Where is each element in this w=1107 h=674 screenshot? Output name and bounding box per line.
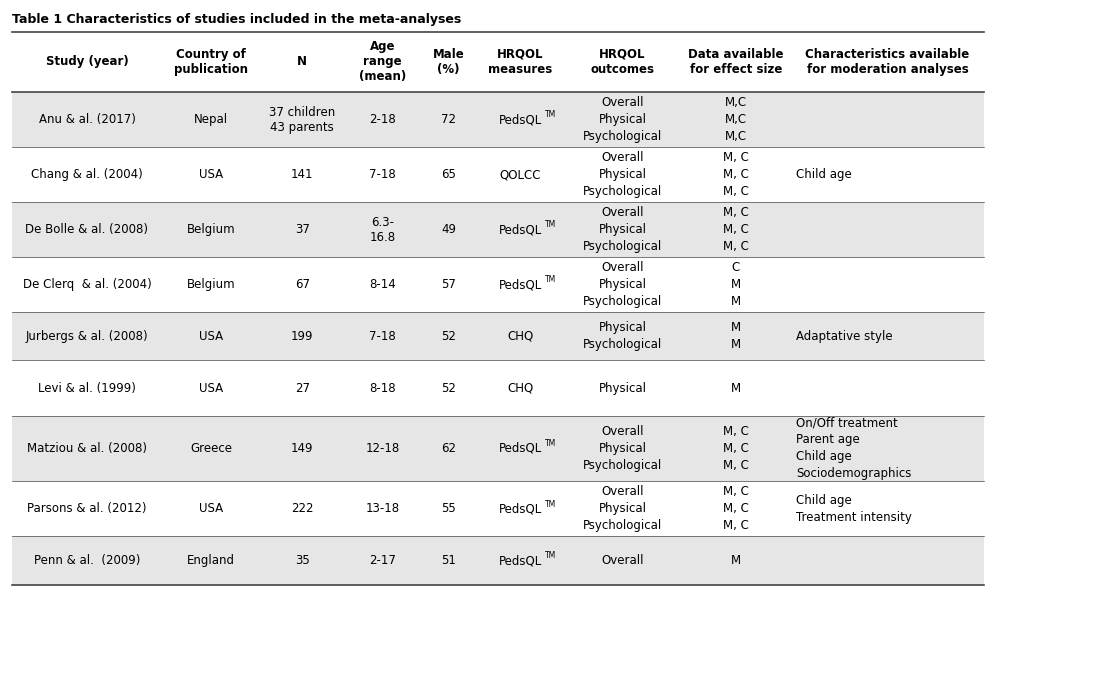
Text: 8-18: 8-18 xyxy=(369,381,395,394)
Text: Jurbergs & al. (2008): Jurbergs & al. (2008) xyxy=(25,330,148,343)
Text: 55: 55 xyxy=(442,502,456,516)
Text: 7-18: 7-18 xyxy=(369,330,395,343)
Text: 199: 199 xyxy=(291,330,313,343)
Text: Chang & al. (2004): Chang & al. (2004) xyxy=(31,168,143,181)
Text: 8-14: 8-14 xyxy=(369,278,395,291)
Text: Matziou & al. (2008): Matziou & al. (2008) xyxy=(27,442,147,455)
Text: CHQ: CHQ xyxy=(507,330,534,343)
Text: TM: TM xyxy=(545,551,556,560)
Text: Age
range
(mean): Age range (mean) xyxy=(359,40,406,84)
Text: Overall
Physical
Psychological: Overall Physical Psychological xyxy=(583,96,662,143)
Text: 67: 67 xyxy=(294,278,310,291)
Text: USA: USA xyxy=(199,330,224,343)
Bar xyxy=(12,537,984,584)
Text: TM: TM xyxy=(545,439,556,448)
Text: 149: 149 xyxy=(291,442,313,455)
Bar xyxy=(12,312,984,361)
Text: HRQOL
measures: HRQOL measures xyxy=(488,48,552,75)
Text: 37: 37 xyxy=(294,223,310,236)
Text: De Clerq  & al. (2004): De Clerq & al. (2004) xyxy=(22,278,152,291)
Text: Overall
Physical
Psychological: Overall Physical Psychological xyxy=(583,425,662,472)
Text: Greece: Greece xyxy=(190,442,232,455)
Text: 51: 51 xyxy=(442,554,456,567)
Text: Study (year): Study (year) xyxy=(45,55,128,68)
Text: 2-18: 2-18 xyxy=(369,113,395,126)
Text: 62: 62 xyxy=(441,442,456,455)
Text: 57: 57 xyxy=(442,278,456,291)
Text: PedsQL: PedsQL xyxy=(499,278,542,291)
Text: PedsQL: PedsQL xyxy=(499,554,542,567)
Text: M,C
M,C
M,C: M,C M,C M,C xyxy=(725,96,747,143)
Text: HRQOL
outcomes: HRQOL outcomes xyxy=(590,48,654,75)
Text: 37 children
43 parents: 37 children 43 parents xyxy=(269,106,335,133)
Text: PedsQL: PedsQL xyxy=(499,442,542,455)
Text: Physical
Psychological: Physical Psychological xyxy=(583,321,662,351)
Text: Table 1 Characteristics of studies included in the meta-analyses: Table 1 Characteristics of studies inclu… xyxy=(12,13,462,26)
Text: CHQ: CHQ xyxy=(507,381,534,394)
Text: Overall
Physical
Psychological: Overall Physical Psychological xyxy=(583,206,662,253)
Text: Characteristics available
for moderation analyses: Characteristics available for moderation… xyxy=(806,48,970,75)
Text: Overall
Physical
Psychological: Overall Physical Psychological xyxy=(583,151,662,198)
Text: USA: USA xyxy=(199,168,224,181)
Text: M: M xyxy=(731,554,741,567)
Text: Anu & al. (2017): Anu & al. (2017) xyxy=(39,113,135,126)
Text: PedsQL: PedsQL xyxy=(499,502,542,516)
Text: 72: 72 xyxy=(441,113,456,126)
Bar xyxy=(12,92,984,147)
Text: 52: 52 xyxy=(442,330,456,343)
Text: M, C
M, C
M, C: M, C M, C M, C xyxy=(723,485,748,532)
Text: TM: TM xyxy=(545,276,556,284)
Bar xyxy=(12,202,984,257)
Text: M: M xyxy=(731,381,741,394)
Text: USA: USA xyxy=(199,502,224,516)
Text: 6.3-
16.8: 6.3- 16.8 xyxy=(370,216,395,243)
Text: N: N xyxy=(298,55,308,68)
Text: Belgium: Belgium xyxy=(187,223,236,236)
Text: Overall
Physical
Psychological: Overall Physical Psychological xyxy=(583,261,662,308)
Text: Belgium: Belgium xyxy=(187,278,236,291)
Text: M
M: M M xyxy=(731,321,741,351)
Text: Physical: Physical xyxy=(599,381,646,394)
Text: Penn & al.  (2009): Penn & al. (2009) xyxy=(34,554,141,567)
Text: 222: 222 xyxy=(291,502,313,516)
Text: TM: TM xyxy=(545,499,556,509)
Text: 49: 49 xyxy=(441,223,456,236)
Text: 27: 27 xyxy=(294,381,310,394)
Text: M, C
M, C
M, C: M, C M, C M, C xyxy=(723,206,748,253)
Bar xyxy=(12,416,984,481)
Text: 7-18: 7-18 xyxy=(369,168,395,181)
Text: 12-18: 12-18 xyxy=(365,442,400,455)
Text: TM: TM xyxy=(545,220,556,229)
Text: On/Off treatment
Parent age
Child age
Sociodemographics: On/Off treatment Parent age Child age So… xyxy=(796,417,912,481)
Text: 13-18: 13-18 xyxy=(365,502,400,516)
Text: PedsQL: PedsQL xyxy=(499,113,542,126)
Text: 35: 35 xyxy=(294,554,310,567)
Text: Levi & al. (1999): Levi & al. (1999) xyxy=(38,381,136,394)
Text: Parsons & al. (2012): Parsons & al. (2012) xyxy=(28,502,147,516)
Text: 65: 65 xyxy=(442,168,456,181)
Text: Country of
publication: Country of publication xyxy=(174,48,248,75)
Text: Nepal: Nepal xyxy=(194,113,228,126)
Text: Adaptative style: Adaptative style xyxy=(796,330,893,343)
Text: Child age
Treatment intensity: Child age Treatment intensity xyxy=(796,494,912,524)
Text: Data available
for effect size: Data available for effect size xyxy=(687,48,784,75)
Text: QOLCC: QOLCC xyxy=(499,168,541,181)
Text: 141: 141 xyxy=(291,168,313,181)
Text: PedsQL: PedsQL xyxy=(499,223,542,236)
Text: Child age: Child age xyxy=(796,168,852,181)
Text: 2-17: 2-17 xyxy=(369,554,396,567)
Text: USA: USA xyxy=(199,381,224,394)
Text: C
M
M: C M M xyxy=(731,261,741,308)
Text: De Bolle & al. (2008): De Bolle & al. (2008) xyxy=(25,223,148,236)
Text: TM: TM xyxy=(545,111,556,119)
Text: M, C
M, C
M, C: M, C M, C M, C xyxy=(723,425,748,472)
Text: Overall
Physical
Psychological: Overall Physical Psychological xyxy=(583,485,662,532)
Text: M, C
M, C
M, C: M, C M, C M, C xyxy=(723,151,748,198)
Text: Overall: Overall xyxy=(601,554,644,567)
Text: Male
(%): Male (%) xyxy=(433,48,465,75)
Text: 52: 52 xyxy=(442,381,456,394)
Text: England: England xyxy=(187,554,235,567)
